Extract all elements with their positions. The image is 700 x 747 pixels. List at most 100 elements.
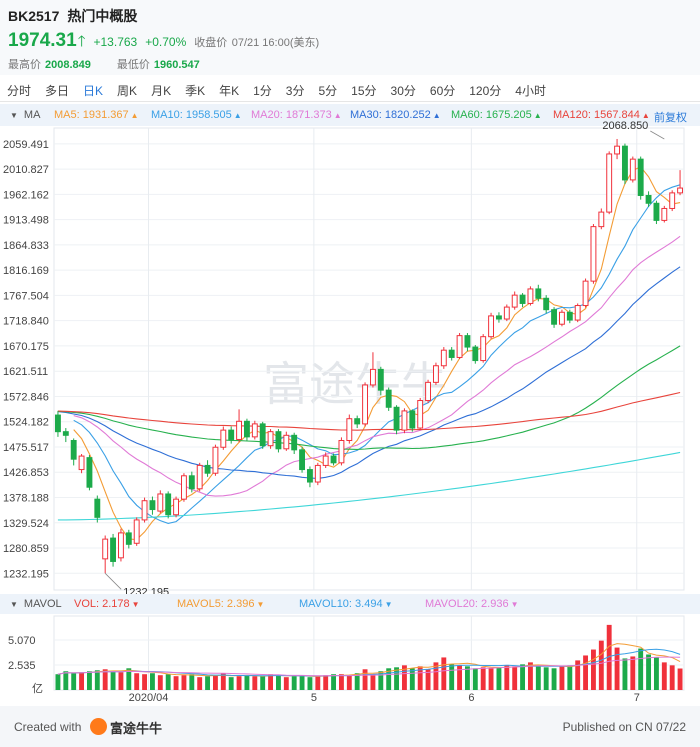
candle-body [606,153,613,213]
candle [188,471,195,493]
volume-bar [464,666,470,690]
candle-body [495,315,502,320]
close-time: 07/21 16:00(美东) [231,37,320,49]
footer: Created with 富途牛牛 Published on CN 07/22 [0,706,700,747]
volume-bar [567,665,573,690]
candle-body [377,368,384,391]
ma-label[interactable]: ▼ MA [10,109,41,121]
up-arrow-icon: 🡑 [77,33,86,50]
candle [133,517,140,546]
candle [606,151,613,215]
candle [228,426,235,444]
candle [220,426,227,450]
price-tick-label: 1621.511 [3,366,48,378]
candle [110,533,117,567]
candle-body [401,410,408,431]
candle-body [425,381,432,402]
candle [574,303,581,323]
candle-body [236,420,243,440]
volume-bar [622,658,628,690]
watermark: 富途牛牛 [263,357,447,411]
tab-4[interactable]: 月K [151,84,172,98]
high-label: 最高价 [8,59,41,71]
volume-bar [275,675,281,690]
candle-body [267,431,274,447]
candle [425,379,432,404]
volume-bar [630,656,636,690]
volume-bar [94,670,100,690]
candle [299,446,306,473]
volume-bar [79,672,85,690]
period-tabs: 分时 多日 日K 周K 月K 季K 年K 1分 3分 5分 15分 30分 60分 120分 4小时 [0,77,700,102]
volume-bar [283,677,289,690]
candle [393,405,400,435]
candle-body [677,187,684,194]
candle-body [669,192,676,209]
candle-body [291,434,298,451]
tab-12[interactable]: 60分 [429,84,456,98]
candle-body [519,294,526,304]
ma-line-250 [57,451,681,521]
candle-body [157,493,164,512]
volume-bar [291,676,297,690]
price-tick-label: 1378.188 [3,493,49,505]
tab-13[interactable]: 120分 [469,84,502,98]
candle [614,138,621,160]
candle-body [259,423,266,447]
volume-tick-label: 2.535 [8,660,36,672]
volume-bar [86,671,92,690]
tab-6[interactable]: 年K [219,84,240,98]
price-tick-label: 1524.182 [3,417,49,429]
candle-body [125,532,132,545]
tab-7[interactable]: 1分 [253,84,272,98]
published-date: Published on CN 07/22 [562,720,686,734]
candle-body [409,410,416,429]
candle [141,497,148,523]
mavol-line-20 [57,656,681,677]
candle [637,156,644,200]
candle-body [283,434,290,450]
triangle-up-icon: ▲ [641,111,650,120]
volume-bar [299,675,305,690]
volume-bar [606,624,612,690]
candle-body [314,464,321,483]
tab-8[interactable]: 3分 [285,84,305,98]
tab-2[interactable]: 日K [83,84,104,98]
ma-line-30 [57,266,681,479]
volume-bar [449,664,455,690]
ma-line-120 [57,391,681,431]
volume-bar [598,640,604,690]
tab-3[interactable]: 周K [117,84,138,98]
tab-10[interactable]: 15分 [351,84,377,98]
volume-bar [543,667,549,690]
volume-bar [126,668,132,690]
candle [212,444,219,476]
tab-9[interactable]: 5分 [318,84,338,98]
tab-1[interactable]: 多日 [45,84,70,98]
candle [511,291,518,310]
mavol-label[interactable]: ▼ MAVOL [10,598,62,610]
tab-11[interactable]: 30分 [390,84,416,98]
brand-name: 富途牛牛 [110,721,163,736]
candle-body [196,464,203,490]
candle-body [306,469,313,483]
candle-body [133,519,140,544]
volume-bar [480,667,486,690]
candle [354,415,361,429]
tab-0[interactable]: 分时 [7,84,32,98]
candle-body [54,414,61,433]
volume-bar [583,655,589,690]
candle-body [385,389,392,408]
tab-5[interactable]: 季K [185,84,206,98]
candle [251,420,258,440]
triangle-down-icon: ▼ [256,600,265,609]
volume-bar [307,677,313,690]
triangle-up-icon: ▲ [233,111,242,120]
mavol-legend-2: MAVOL10: 3.494 ▼ [299,598,393,610]
tab-14[interactable]: 4小时 [515,84,546,98]
mavol-legend-text: VOL: 2.178 [74,598,130,610]
candle-body [369,368,376,386]
volume-bar [575,660,581,690]
adjust-button[interactable]: 前复权 [654,112,687,124]
candle-body [464,335,471,348]
